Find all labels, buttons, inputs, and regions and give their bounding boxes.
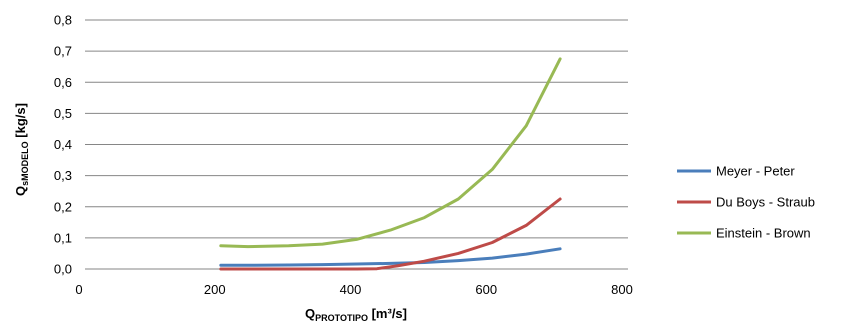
y-tick-label: 0,3 — [54, 168, 72, 183]
x-tick-label: 0 — [75, 282, 82, 297]
x-axis-title: QPROTOTIPO [m³/s] — [305, 306, 407, 323]
x-tick-labels: 0 200 400 600 800 — [75, 282, 632, 297]
series-lines — [219, 57, 562, 271]
legend-label: Du Boys - Straub — [716, 195, 815, 210]
legend-label: Einstein - Brown — [716, 226, 811, 241]
y-tick-label: 0,2 — [54, 199, 72, 214]
gridlines — [85, 19, 628, 239]
y-tick-label: 0,7 — [54, 44, 72, 59]
x-tick-label: 400 — [340, 282, 362, 297]
y-tick-label: 0,6 — [54, 75, 72, 90]
legend-label: Meyer - Peter — [716, 164, 795, 179]
series-line — [219, 247, 562, 267]
y-tick-label: 0,0 — [54, 262, 72, 277]
series-line — [219, 57, 562, 249]
legend: Meyer - Peter Du Boys - Straub Einstein - … — [677, 164, 815, 241]
x-tick-label: 800 — [611, 282, 633, 297]
series-line — [219, 197, 562, 271]
y-axis-title-sub: sMODELO — [20, 141, 30, 186]
legend-item: Du Boys - Straub — [677, 195, 815, 210]
y-axis-title: QsMODELO [kg/s] — [13, 103, 30, 196]
legend-item: Einstein - Brown — [677, 226, 811, 241]
y-axis-title-main: Q — [13, 186, 28, 196]
y-axis-title-unit: [kg/s] — [13, 103, 28, 141]
x-axis-title-sub: PROTOTIPO — [315, 313, 368, 323]
legend-item: Meyer - Peter — [677, 164, 795, 179]
x-axis-title-main: Q — [305, 306, 315, 321]
y-tick-label: 0,4 — [54, 137, 72, 152]
y-tick-label: 0,8 — [54, 13, 72, 28]
y-tick-label: 0,5 — [54, 106, 72, 121]
y-tick-labels: 0,0 0,1 0,2 0,3 0,4 0,5 0,6 0,7 0,8 — [54, 13, 72, 277]
y-tick-label: 0,1 — [54, 230, 72, 245]
x-axis-title-unit: [m³/s] — [368, 306, 407, 321]
x-tick-label: 200 — [204, 282, 226, 297]
x-tick-label: 600 — [475, 282, 497, 297]
